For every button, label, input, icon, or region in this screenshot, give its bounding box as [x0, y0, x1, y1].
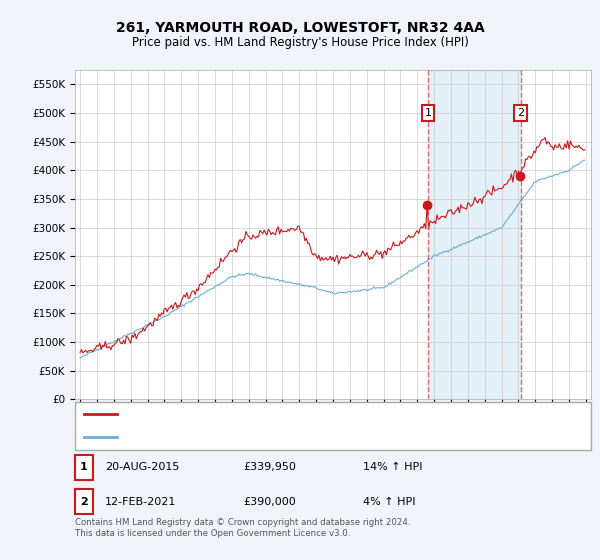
Text: 1: 1	[424, 108, 431, 118]
Text: £390,000: £390,000	[243, 497, 296, 507]
Text: Price paid vs. HM Land Registry's House Price Index (HPI): Price paid vs. HM Land Registry's House …	[131, 36, 469, 49]
Text: 261, YARMOUTH ROAD, LOWESTOFT, NR32 4AA (detached house): 261, YARMOUTH ROAD, LOWESTOFT, NR32 4AA …	[124, 409, 467, 419]
Text: £339,950: £339,950	[243, 462, 296, 472]
Text: 14% ↑ HPI: 14% ↑ HPI	[363, 462, 422, 472]
Text: 4% ↑ HPI: 4% ↑ HPI	[363, 497, 415, 507]
Text: 2: 2	[517, 108, 524, 118]
Text: 261, YARMOUTH ROAD, LOWESTOFT, NR32 4AA: 261, YARMOUTH ROAD, LOWESTOFT, NR32 4AA	[116, 21, 484, 35]
Text: Contains HM Land Registry data © Crown copyright and database right 2024.
This d: Contains HM Land Registry data © Crown c…	[75, 519, 410, 538]
Text: 20-AUG-2015: 20-AUG-2015	[105, 462, 179, 472]
Text: 2: 2	[80, 497, 88, 507]
Text: HPI: Average price, detached house, East Suffolk: HPI: Average price, detached house, East…	[124, 432, 379, 441]
Text: 1: 1	[80, 462, 88, 472]
Bar	[428, 70, 521, 399]
Text: 12-FEB-2021: 12-FEB-2021	[105, 497, 176, 507]
